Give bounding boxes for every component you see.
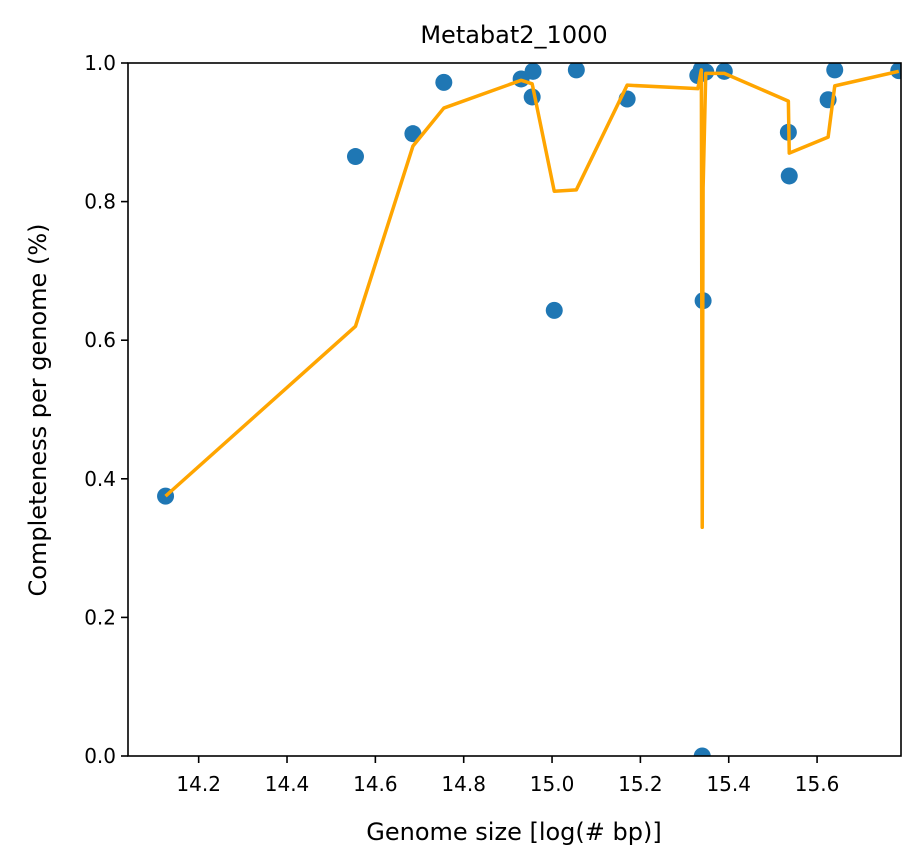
y-tick-label: 1.0 [84,51,116,75]
data-point [346,148,364,166]
x-tick-label: 15.2 [618,772,663,796]
data-point [890,63,901,80]
data-point [435,73,453,91]
series-line [164,68,900,530]
plot-frame [127,62,902,757]
data-point [567,63,585,79]
y-tick-label: 0.2 [84,605,116,629]
data-point [780,167,798,185]
x-tick-label: 14.2 [176,772,221,796]
data-point [404,125,422,143]
x-tick-label: 15.6 [795,772,840,796]
y-tick-label: 0.0 [84,744,116,768]
x-tick-label: 14.6 [353,772,398,796]
data-point [826,63,844,79]
y-tick-label: 0.8 [84,190,116,214]
y-tick-label: 0.6 [84,328,116,352]
chart-title: Metabat2_1000 [420,21,607,49]
x-axis-label: Genome size [log(# bp)] [366,818,661,846]
x-tick-label: 15.4 [706,772,751,796]
x-tick-label: 14.4 [265,772,310,796]
data-point [545,301,563,319]
plot-area: 14.2 14.4 14.6 14.8 15.0 15.2 15.4 15.6 0.0 0.2 0.… [84,51,902,796]
x-tick-label: 15.0 [530,772,575,796]
data-point [693,747,711,756]
y-axis-label: Completeness per genome (%) [24,224,52,597]
data-point [524,63,542,80]
x-tick-label: 14.8 [441,772,486,796]
y-tick-label: 0.4 [84,467,116,491]
data-layer [157,63,901,756]
